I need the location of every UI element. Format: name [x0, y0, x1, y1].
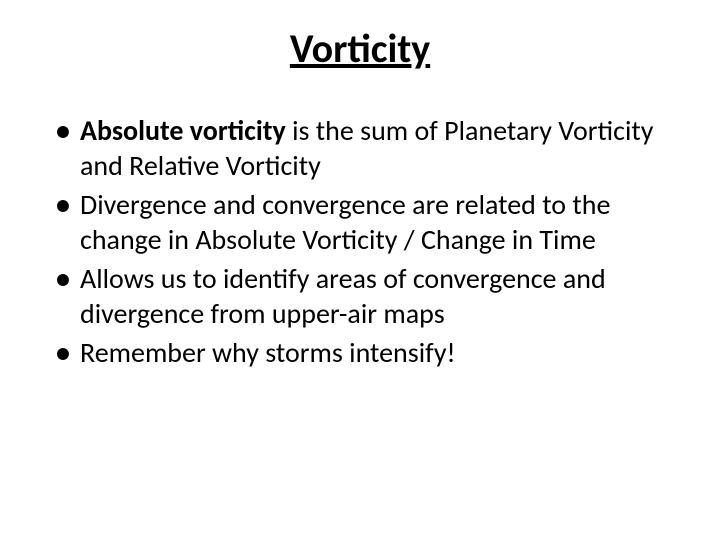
bullet-text: Remember why storms intensify!	[80, 335, 456, 370]
bullet-text: Allows us to identify areas of convergen…	[80, 261, 606, 331]
list-item: Divergence and convergence are related t…	[56, 187, 664, 257]
bullet-lead: Absolute vorticity	[80, 113, 286, 148]
slide: Vorticity Absolute vorticity is the sum …	[0, 0, 720, 540]
list-item: Remember why storms intensify!	[56, 335, 664, 370]
bullet-text: Divergence and convergence are related t…	[80, 187, 610, 257]
list-item: Allows us to identify areas of convergen…	[56, 261, 664, 331]
slide-title: Vorticity	[56, 24, 664, 73]
bullet-list: Absolute vorticity is the sum of Planeta…	[56, 113, 664, 370]
list-item: Absolute vorticity is the sum of Planeta…	[56, 113, 664, 183]
